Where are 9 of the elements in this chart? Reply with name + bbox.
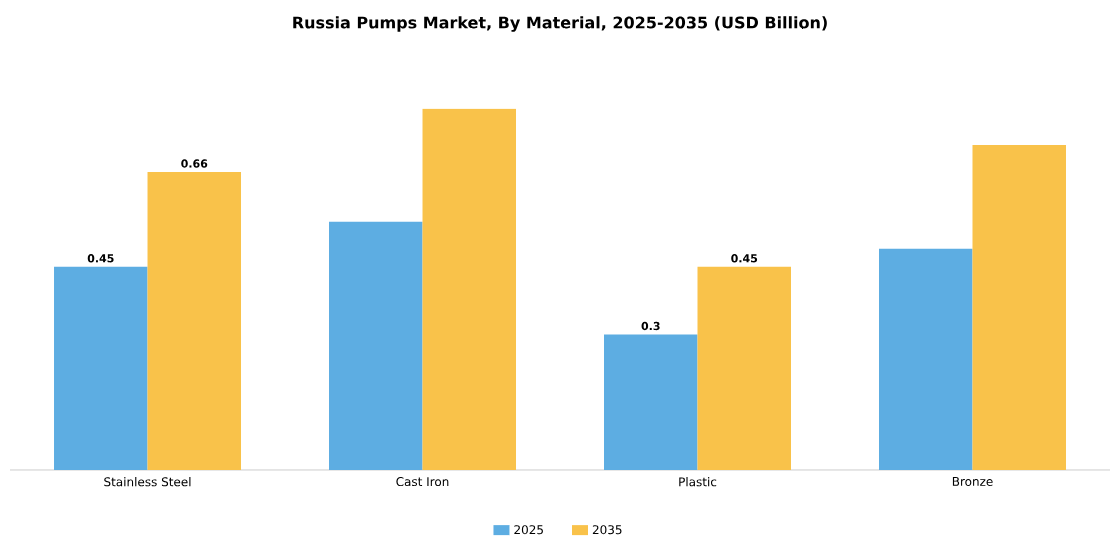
bar bbox=[422, 108, 517, 470]
bar bbox=[972, 144, 1066, 470]
bar bbox=[604, 334, 698, 470]
bar bbox=[147, 172, 242, 470]
bar bbox=[697, 266, 791, 470]
bar bbox=[54, 266, 148, 470]
chart-title: Russia Pumps Market, By Material, 2025-2035 (USD Billion) bbox=[293, 16, 827, 32]
bar bbox=[879, 248, 973, 470]
bar bbox=[329, 221, 423, 470]
